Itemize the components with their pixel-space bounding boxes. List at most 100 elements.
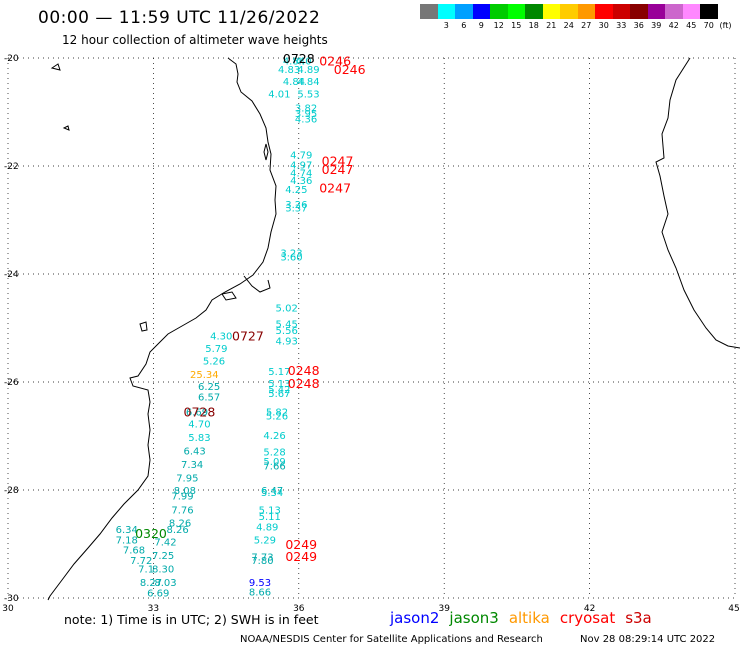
legend-bin: 30 bbox=[595, 4, 613, 31]
legend-bin: 39 bbox=[647, 4, 665, 31]
swh-reading: 4.84 bbox=[297, 77, 319, 88]
swh-reading: 6.57 bbox=[198, 393, 220, 404]
legend-swatch bbox=[560, 4, 578, 19]
pass-time-tag: 0246 bbox=[334, 62, 366, 77]
swh-reading: 5.02 bbox=[276, 303, 298, 314]
swh-reading: 5.26 bbox=[203, 356, 225, 367]
legend-label: 33 bbox=[616, 21, 627, 30]
legend-label: 12 bbox=[493, 21, 504, 30]
swh-reading: 5.28 bbox=[263, 448, 285, 459]
swh-reading: 4.93 bbox=[276, 336, 298, 347]
legend-swatch bbox=[665, 4, 683, 19]
swh-reading: 7.18 bbox=[116, 536, 138, 547]
swh-reading: 5.26 bbox=[266, 411, 288, 422]
legend-label: 24 bbox=[563, 21, 574, 30]
swh-reading: 4.01 bbox=[268, 90, 290, 101]
legend-label: 39 bbox=[651, 21, 662, 30]
swh-reading: 6.34 bbox=[116, 525, 138, 536]
legend-swatch bbox=[542, 4, 560, 19]
legend-label: 30 bbox=[598, 21, 609, 30]
legend-swatch bbox=[577, 4, 595, 19]
legend-bin: 24 bbox=[560, 4, 578, 31]
swh-reading: 5.17 bbox=[268, 367, 290, 378]
swh-reading: 3.60 bbox=[280, 253, 302, 264]
legend-swatch bbox=[455, 4, 473, 19]
legend-swatch bbox=[525, 4, 543, 19]
legend-label: 45 bbox=[686, 21, 697, 30]
swh-reading: 5.29 bbox=[254, 536, 276, 547]
swh-reading: 7.73 bbox=[251, 552, 273, 563]
swh-reading: 4.89 bbox=[297, 65, 319, 76]
chart-subtitle: 12 hour collection of altimeter wave hei… bbox=[62, 33, 328, 47]
legend-bin: 21 bbox=[542, 4, 560, 31]
pass-time-tag: 0246 bbox=[319, 54, 351, 69]
swh-reading: 8.30 bbox=[152, 564, 174, 575]
swh-reading: 3.82 bbox=[295, 104, 317, 115]
bazaruto-island bbox=[263, 143, 269, 161]
swh-reading: 5.56 bbox=[276, 326, 298, 337]
swh-reading: 25.34 bbox=[190, 370, 219, 381]
legend-swatch bbox=[472, 4, 490, 19]
pass-time-tag: 0727 bbox=[232, 329, 264, 344]
lat-tick-label: -20 bbox=[4, 54, 19, 64]
swh-reading: 5.67 bbox=[268, 389, 290, 400]
swh-reading: 4.83 bbox=[278, 65, 300, 76]
legend-label: 6 bbox=[461, 21, 467, 30]
legend-bin: 15 bbox=[507, 4, 525, 31]
swh-readings: 4.844.04.834.894.844.844.01 5.533.823.954… bbox=[116, 57, 320, 600]
legend-bin: 33 bbox=[612, 4, 630, 31]
legend-swatch bbox=[437, 4, 455, 19]
chart-title: 00:00 — 11:59 UTC 11/26/2022 bbox=[38, 8, 321, 28]
lon-tick-label: 42 bbox=[584, 604, 595, 614]
legend-swatch bbox=[507, 4, 525, 19]
swh-reading: 5.82 bbox=[266, 408, 288, 419]
swh-reading: 8.27 bbox=[140, 578, 162, 589]
swh-reading: 4.0 bbox=[296, 57, 312, 68]
legend-label: 3 bbox=[443, 21, 449, 30]
pass-time-tag: 0248 bbox=[288, 363, 320, 378]
swh-reading: 5.13 bbox=[259, 505, 281, 516]
small-island-2 bbox=[62, 125, 70, 131]
footnote: note: 1) Time is in UTC; 2) SWH is in fe… bbox=[64, 612, 319, 627]
legend-swatch bbox=[682, 4, 700, 19]
swh-reading: 4.84 bbox=[283, 77, 305, 88]
mission-jason3: jason3 bbox=[449, 609, 499, 627]
legend-bin: 42 bbox=[665, 4, 683, 31]
legend-label: 42 bbox=[668, 21, 679, 30]
legend-bin: 70 bbox=[700, 4, 718, 31]
legend-bin: 45 bbox=[682, 4, 700, 31]
lon-tick-label: 39 bbox=[438, 604, 450, 614]
legend-label: 70 bbox=[703, 21, 714, 30]
swh-reading: 7.95 bbox=[176, 474, 198, 485]
swh-reading: 3.26 bbox=[285, 200, 307, 211]
swh-reading: 8.26 bbox=[169, 518, 191, 529]
legend-swatch bbox=[490, 4, 508, 19]
swh-reading: 7.72 bbox=[130, 556, 152, 567]
swh-reading: 4.25 bbox=[285, 185, 307, 196]
mission-legend: jason2 jason3 altika cryosat s3a bbox=[390, 609, 652, 627]
legend-swatch bbox=[420, 4, 438, 19]
madagascar-coastline bbox=[655, 57, 740, 349]
pass-time-tag: 0728 bbox=[184, 405, 216, 420]
swh-reading: 8.03 bbox=[154, 578, 176, 589]
swh-reading: 5.45 bbox=[276, 320, 298, 331]
inland-lake-1 bbox=[221, 291, 237, 301]
swh-reading: 9.53 bbox=[249, 578, 271, 589]
swh-reading: 5.42 bbox=[268, 385, 290, 396]
swh-reading: 3.23 bbox=[280, 248, 302, 259]
lat-tick-label: -22 bbox=[4, 162, 19, 172]
swh-reading: 6.25 bbox=[198, 382, 220, 393]
swh-reading: 4.84 bbox=[283, 57, 305, 68]
pass-time-tag: 0247 bbox=[319, 181, 351, 196]
swh-reading: 4.74 bbox=[290, 168, 312, 179]
swh-reading: 7.68 bbox=[123, 545, 145, 556]
swh-reading: 5.09 bbox=[263, 457, 285, 468]
swh-reading: 4.30 bbox=[210, 332, 232, 343]
legend-swatch bbox=[647, 4, 665, 19]
swh-reading: 3.95 bbox=[295, 109, 317, 120]
swh-reading: 5.13 bbox=[268, 379, 290, 390]
swh-reading: 7.42 bbox=[154, 537, 176, 548]
swh-reading: 7.99 bbox=[171, 491, 193, 502]
time-tags: 0728 024602460247024702470727024802480728… bbox=[135, 51, 366, 564]
swh-reading: 5.53 bbox=[297, 90, 319, 101]
